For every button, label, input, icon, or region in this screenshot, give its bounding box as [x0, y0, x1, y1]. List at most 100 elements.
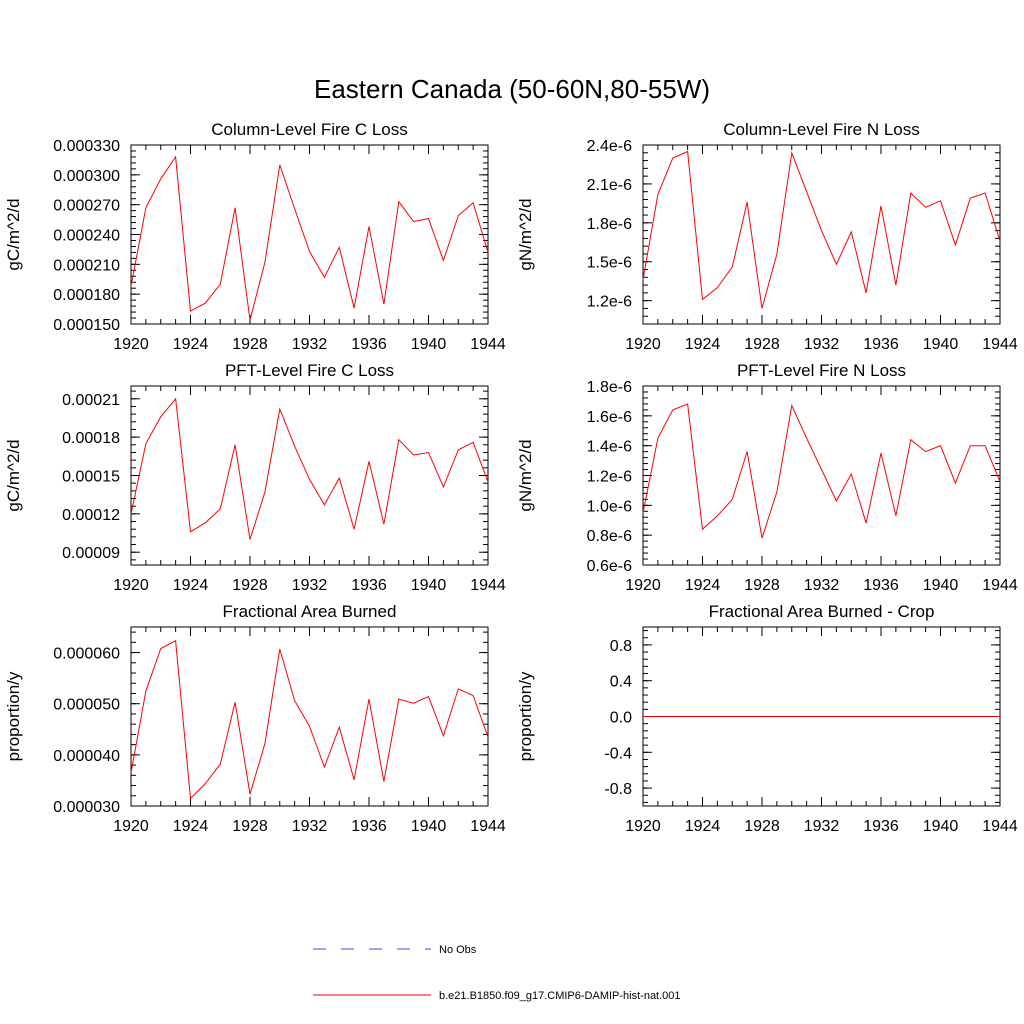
- series-line-b-e21-b1850-f09-g17-cmip6-damip-hist-nat-001: [130, 397, 489, 540]
- y-axis-label: gN/m^2/d: [516, 198, 535, 270]
- x-tick-label: 1924: [685, 577, 721, 594]
- legend: No Obs b.e21.B1850.f09_g17.CMIP6-DAMIP-h…: [313, 944, 681, 1002]
- x-tick-label: 1928: [232, 336, 268, 353]
- y-tick-label: 0.00009: [62, 545, 120, 562]
- y-tick-label: 2.1e-6: [587, 177, 632, 194]
- x-tick-label: 1936: [351, 336, 387, 353]
- y-axis-label: proportion/y: [4, 671, 23, 761]
- x-tick-label: 1928: [744, 818, 780, 835]
- y-tick-label: 1.2e-6: [587, 294, 632, 311]
- panel-pft-level-fire-n-loss: PFT-Level Fire N Loss gN/m^2/d 1920 1924 192…: [516, 361, 1018, 594]
- x-tick-label: 1944: [470, 818, 506, 835]
- x-tick-label: 1920: [113, 577, 149, 594]
- x-tick-label: 1940: [923, 577, 959, 594]
- y-tick-label: 0.000060: [53, 646, 120, 663]
- y-tick-label: 0.0: [610, 710, 632, 727]
- x-tick-label: 1920: [113, 336, 149, 353]
- legend-label-model-run: b.e21.B1850.f09_g17.CMIP6-DAMIP-hist-nat…: [439, 990, 681, 1002]
- x-tick-label: 1940: [411, 577, 447, 594]
- y-axis-label: gC/m^2/d: [4, 439, 23, 511]
- panel-title: Fractional Area Burned: [223, 602, 397, 621]
- x-tick-label: 1944: [470, 336, 506, 353]
- x-tick-label: 1928: [744, 577, 780, 594]
- y-tick-label: 0.00021: [62, 392, 120, 409]
- y-tick-label: 0.000050: [53, 697, 120, 714]
- plot-frame: [642, 144, 1001, 325]
- x-tick-label: 1940: [411, 336, 447, 353]
- y-tick-label: 0.000210: [53, 257, 120, 274]
- x-tick-label: 1928: [744, 336, 780, 353]
- panel-title: Fractional Area Burned - Crop: [709, 602, 935, 621]
- x-tick-label: 1936: [863, 577, 899, 594]
- panel-title: PFT-Level Fire N Loss: [737, 361, 906, 380]
- x-tick-label: 1936: [863, 818, 899, 835]
- x-tick-label: 1944: [982, 818, 1018, 835]
- y-tick-label: 0.000270: [53, 198, 120, 215]
- y-tick-label: 0.000240: [53, 228, 120, 245]
- y-tick-label: 0.000300: [53, 168, 120, 185]
- x-tick-label: 1928: [232, 577, 268, 594]
- x-tick-label: 1932: [804, 818, 840, 835]
- series-line-b-e21-b1850-f09-g17-cmip6-damip-hist-nat-001: [130, 640, 489, 800]
- x-tick-label: 1920: [625, 336, 661, 353]
- y-tick-label: 1.8e-6: [587, 216, 632, 233]
- figure-title: Eastern Canada (50-60N,80-55W): [314, 74, 710, 104]
- x-tick-label: 1940: [923, 818, 959, 835]
- y-tick-label: 0.8e-6: [587, 528, 632, 545]
- panel-column-level-fire-n-loss: Column-Level Fire N Loss gN/m^2/d 1920 1924…: [516, 120, 1018, 353]
- y-tick-label: -0.4: [604, 745, 632, 762]
- x-tick-label: 1936: [863, 336, 899, 353]
- x-tick-label: 1932: [804, 577, 840, 594]
- x-tick-label: 1936: [351, 577, 387, 594]
- panels: Column-Level Fire C Loss gC/m^2/d 1920 1924…: [4, 120, 1018, 835]
- x-tick-label: 1944: [982, 577, 1018, 594]
- x-tick-label: 1924: [173, 818, 209, 835]
- y-tick-label: 0.000150: [53, 317, 120, 334]
- y-axis-label: gN/m^2/d: [516, 439, 535, 511]
- y-tick-label: 0.000030: [53, 799, 120, 816]
- y-tick-label: 1.2e-6: [587, 469, 632, 486]
- x-tick-label: 1932: [292, 336, 328, 353]
- y-tick-label: 1.0e-6: [587, 498, 632, 515]
- legend-label-no-obs: No Obs: [439, 944, 477, 956]
- y-tick-label: 0.4: [610, 674, 632, 691]
- x-tick-label: 1920: [625, 577, 661, 594]
- x-tick-label: 1920: [113, 818, 149, 835]
- x-tick-label: 1932: [292, 577, 328, 594]
- y-tick-label: -0.8: [604, 781, 632, 798]
- panel-fractional-area-burned: Fractional Area Burned proportion/y 1920 19…: [4, 602, 506, 835]
- panel-title: PFT-Level Fire C Loss: [225, 361, 394, 380]
- series-line-b-e21-b1850-f09-g17-cmip6-damip-hist-nat-001: [130, 155, 489, 321]
- x-tick-label: 1932: [292, 818, 328, 835]
- panel-fractional-area-burned-crop: Fractional Area Burned - Crop proportion/…: [516, 602, 1018, 835]
- y-tick-label: 0.00015: [62, 469, 120, 486]
- x-tick-label: 1940: [923, 336, 959, 353]
- x-tick-label: 1920: [625, 818, 661, 835]
- y-tick-label: 0.8: [610, 638, 632, 655]
- x-tick-label: 1944: [470, 577, 506, 594]
- x-tick-label: 1944: [982, 336, 1018, 353]
- y-tick-label: 2.4e-6: [587, 138, 632, 155]
- y-tick-label: 0.00012: [62, 507, 120, 524]
- y-tick-label: 1.8e-6: [587, 379, 632, 396]
- plot-frame: [130, 626, 489, 807]
- panel-title: Column-Level Fire N Loss: [723, 120, 920, 139]
- x-tick-label: 1924: [685, 336, 721, 353]
- y-tick-label: 1.6e-6: [587, 409, 632, 426]
- x-tick-label: 1936: [351, 818, 387, 835]
- panel-column-level-fire-c-loss: Column-Level Fire C Loss gC/m^2/d 1920 1924…: [4, 120, 506, 353]
- panel-pft-level-fire-c-loss: PFT-Level Fire C Loss gC/m^2/d 1920 1924 192…: [4, 361, 506, 594]
- series-line-b-e21-b1850-f09-g17-cmip6-damip-hist-nat-001: [642, 150, 1001, 309]
- x-tick-label: 1924: [685, 818, 721, 835]
- y-tick-label: 1.5e-6: [587, 255, 632, 272]
- x-tick-label: 1924: [173, 577, 209, 594]
- x-tick-label: 1924: [173, 336, 209, 353]
- y-axis-label: gC/m^2/d: [4, 198, 23, 270]
- y-tick-label: 0.000040: [53, 748, 120, 765]
- y-tick-label: 0.000330: [53, 138, 120, 155]
- y-tick-label: 1.4e-6: [587, 439, 632, 456]
- y-axis-label: proportion/y: [516, 671, 535, 761]
- panel-title: Column-Level Fire C Loss: [211, 120, 408, 139]
- y-tick-label: 0.6e-6: [587, 558, 632, 575]
- x-tick-label: 1932: [804, 336, 840, 353]
